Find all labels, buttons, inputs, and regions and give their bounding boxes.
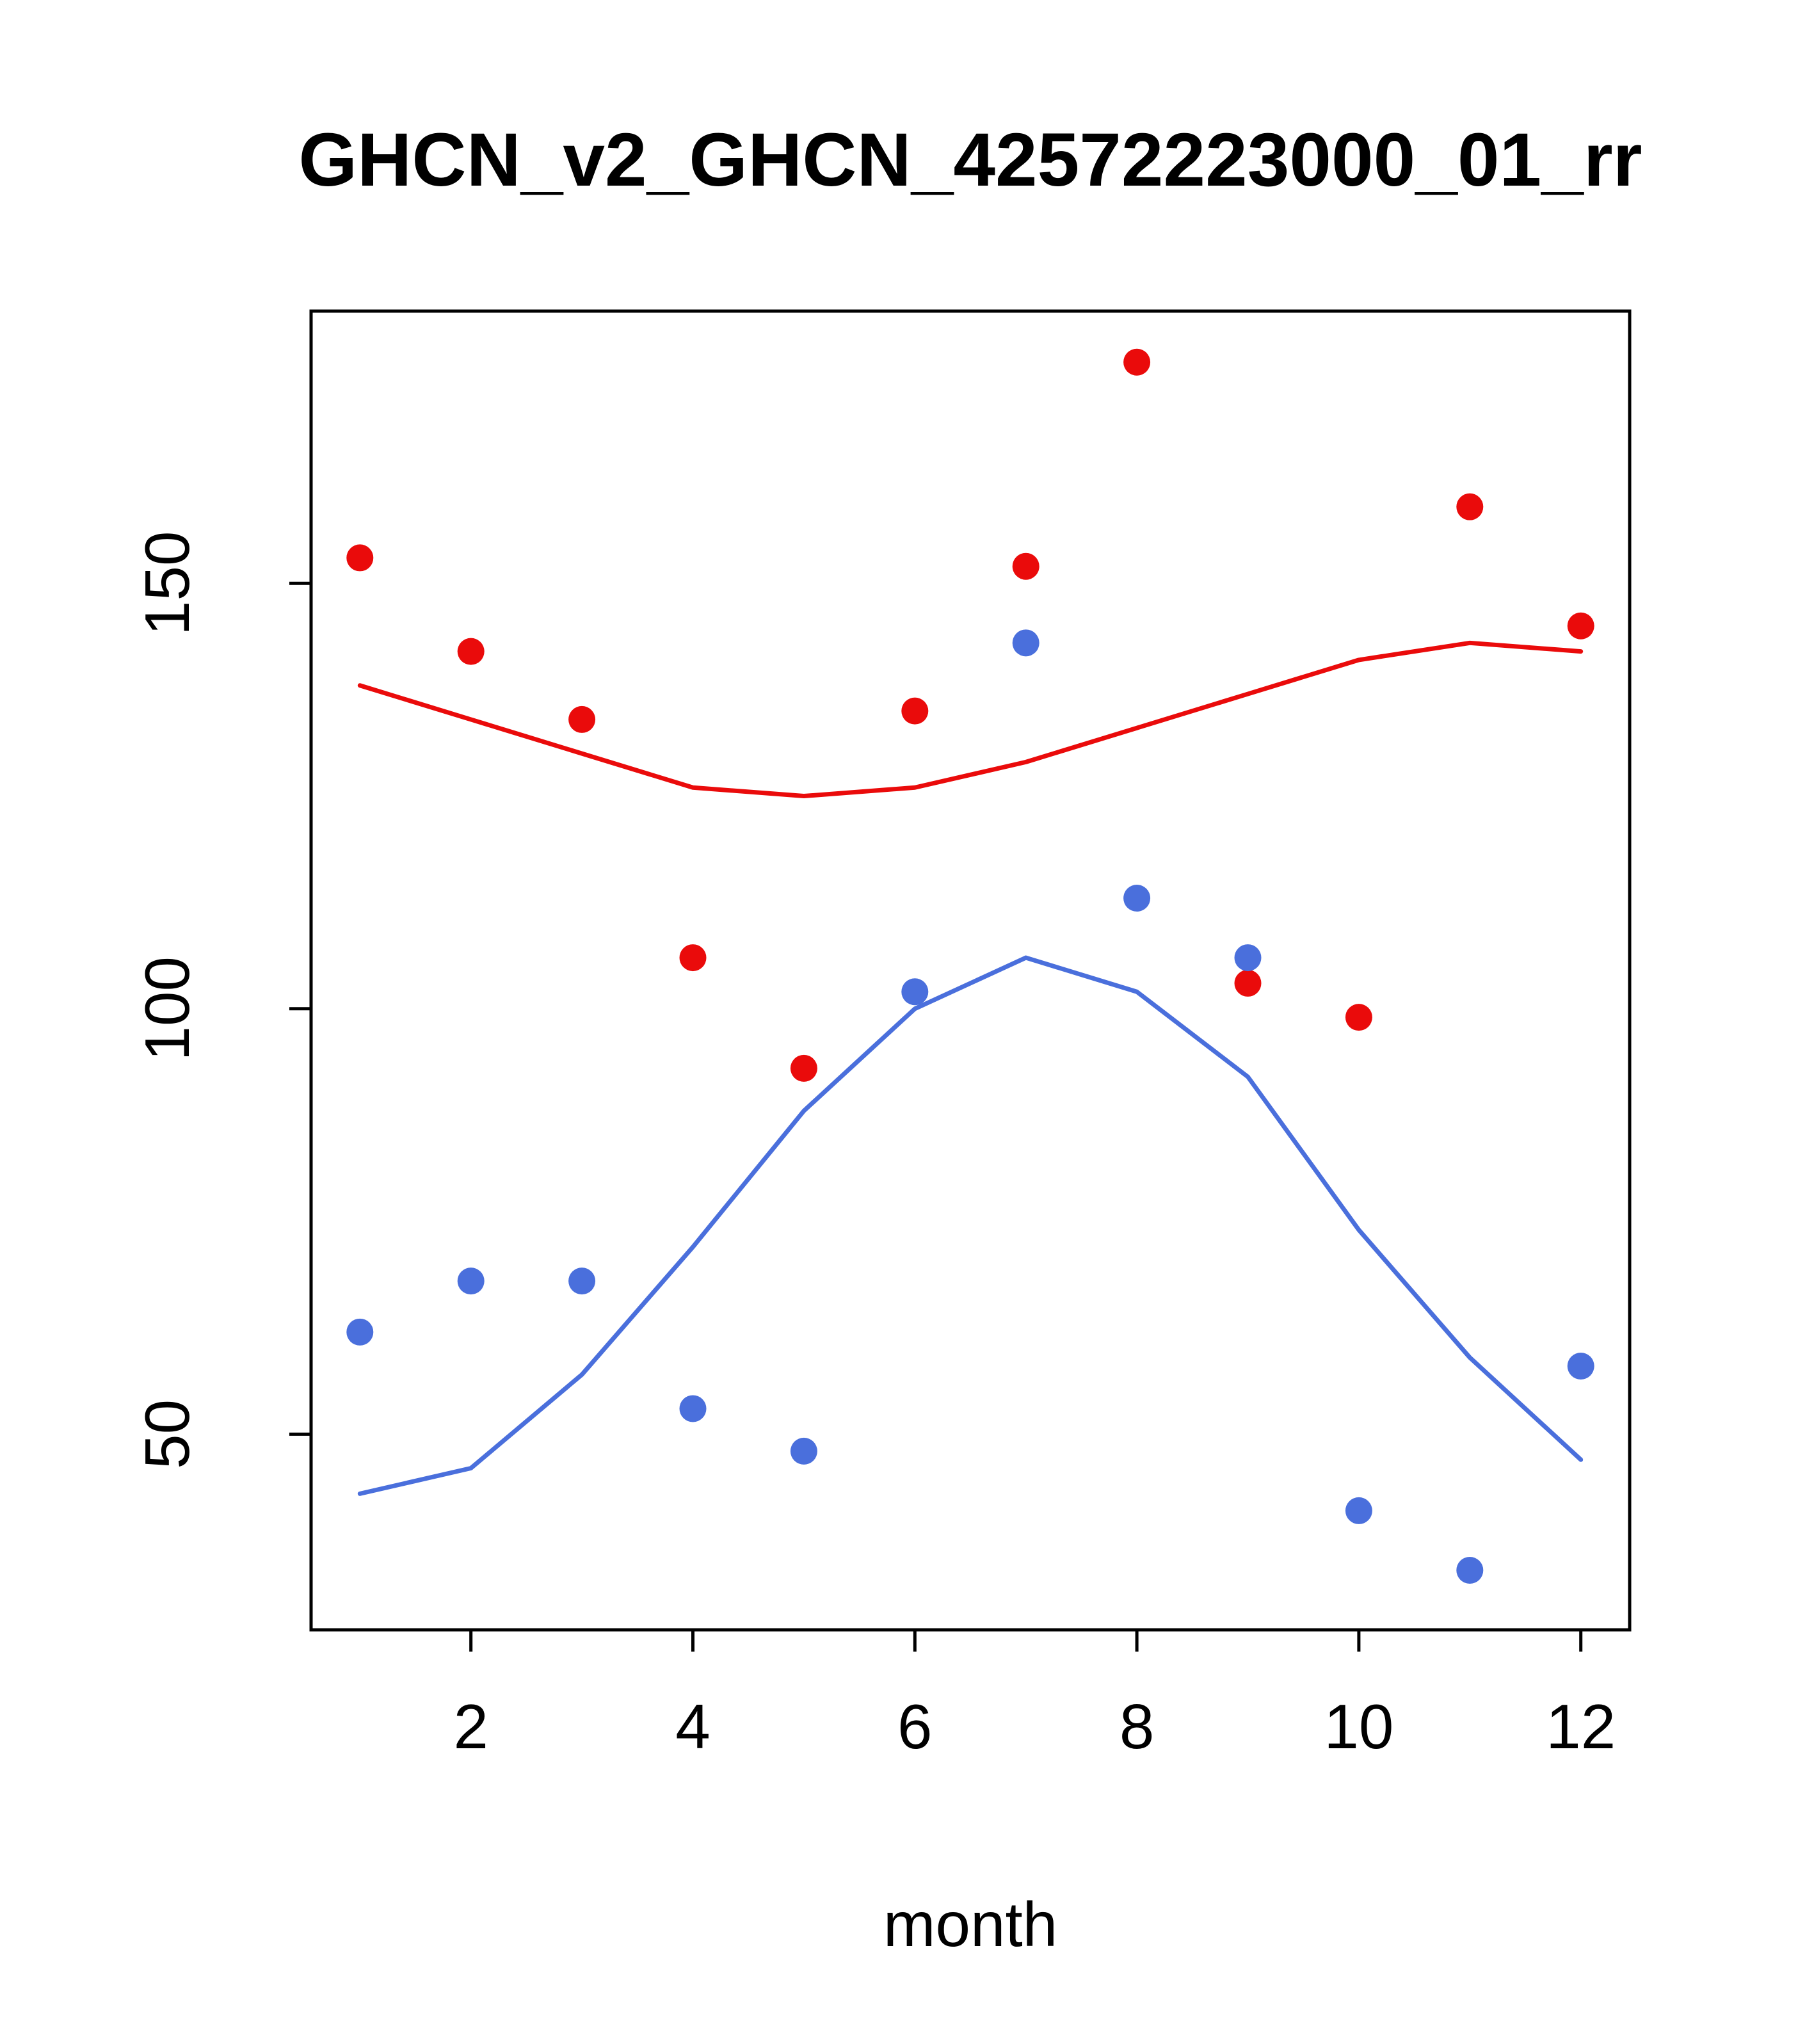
blue-observations-point [1012,629,1039,657]
x-tick-label: 12 [1546,1691,1616,1762]
axis-ticks: 2 4 6 8 10 12 50 100 150 [132,531,1616,1762]
x-tick-label: 6 [897,1691,933,1762]
red-observations-point [901,697,929,725]
blue-observations-point [1123,885,1151,912]
blue-observations-point [901,978,929,1006]
red-trend-line [357,640,1584,799]
blue-observations-point [790,1437,817,1465]
x-tick-label: 8 [1120,1691,1155,1762]
x-tick-label: 4 [675,1691,710,1762]
red-observations-point [1345,1004,1372,1031]
y-tick-label: 50 [132,1399,202,1469]
y-tick-label: 150 [132,531,202,636]
x-tick-label: 10 [1324,1691,1393,1762]
blue-observations-point [1234,944,1262,972]
plot-border [309,309,1632,1632]
red-observations-point [1012,552,1039,580]
red-observations-point [1456,493,1484,520]
blue-observations-point [1567,1353,1594,1380]
red-observations-point [457,638,485,665]
blue-observations-point [457,1267,485,1295]
chart-title: GHCN_v2_GHCN_42572223000_01_rr [298,118,1642,202]
red-observations-point [1123,348,1151,376]
red-observations-point [1234,969,1262,997]
y-tick-label: 100 [132,956,202,1061]
x-tick-label: 2 [453,1691,488,1762]
red-observations-point [568,705,596,733]
red-observations-point [346,544,374,572]
blue-observations-point [1345,1497,1372,1524]
blue-observations-point [679,1395,707,1422]
blue-observations-point [568,1267,596,1295]
data-series [346,348,1594,1584]
blue-trend-line [357,955,1584,1496]
red-observations-point [790,1054,817,1082]
blue-observations-point [346,1318,374,1346]
red-observations-point [679,944,707,972]
x-axis-label: month [883,1889,1057,1960]
red-observations-point [1567,612,1594,640]
blue-observations-point [1456,1556,1484,1584]
